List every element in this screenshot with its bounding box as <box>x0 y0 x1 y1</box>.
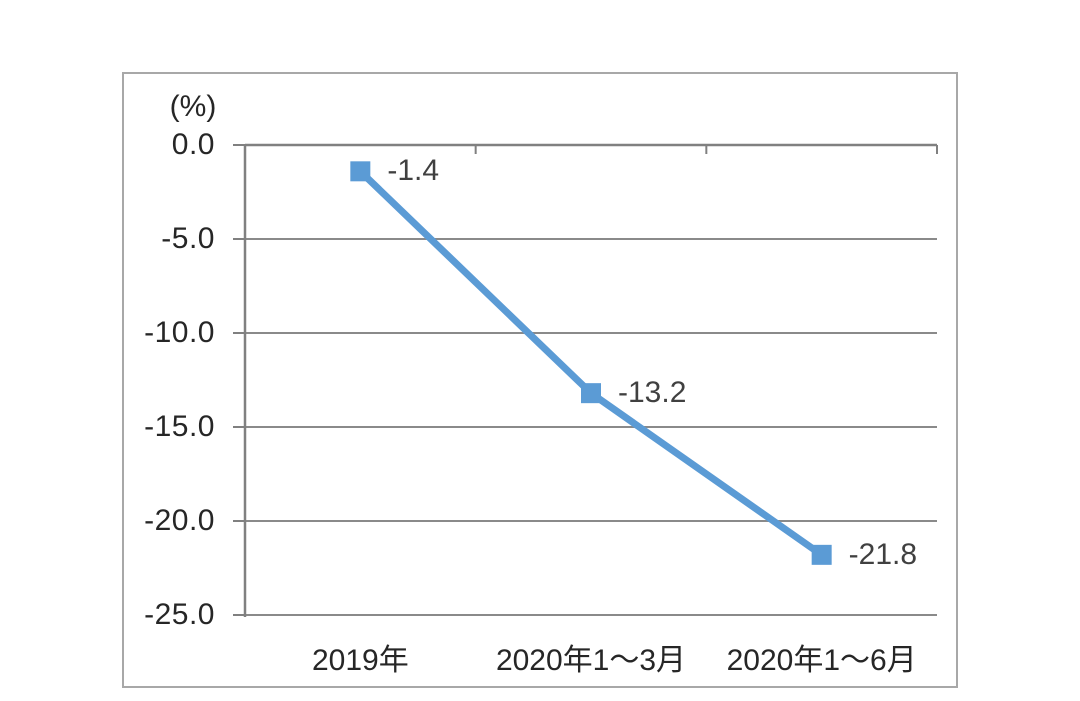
x-tick-label: 2020年1～3月 <box>495 644 687 677</box>
series-line <box>357 168 824 558</box>
data-label: -13.2 <box>618 376 687 410</box>
x-tick-label: 2020年1～6月 <box>726 644 917 677</box>
data-label: -21.8 <box>848 537 918 571</box>
y-tick-label: 0.0 <box>171 128 215 161</box>
x-tick-label: 2019年 <box>311 644 409 677</box>
y-tick-label: -5.0 <box>161 222 215 255</box>
y-tick-label: -10.0 <box>144 316 215 349</box>
data-label: -1.4 <box>387 154 440 188</box>
data-point-marker <box>581 383 601 404</box>
y-tick-label: -15.0 <box>144 410 215 443</box>
data-point-marker <box>811 544 832 565</box>
y-tick-label: -25.0 <box>144 598 215 631</box>
y-tick-label: -20.0 <box>144 504 215 537</box>
y-axis-unit-label: (%) <box>169 90 217 123</box>
chart-frame <box>122 72 958 688</box>
data-point-marker <box>350 161 371 182</box>
